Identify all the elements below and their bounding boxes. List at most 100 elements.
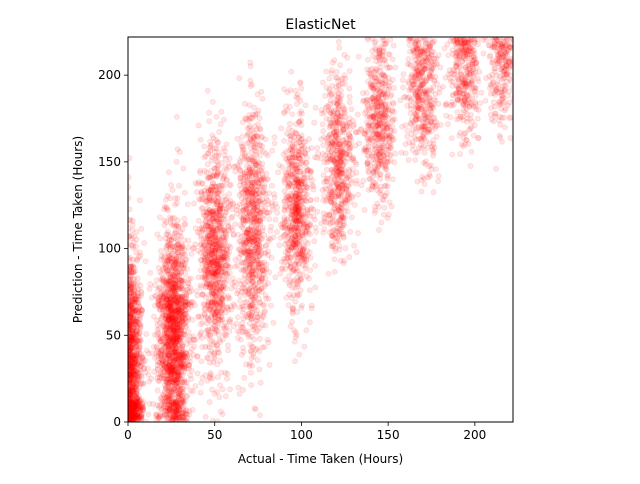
data-point bbox=[130, 400, 137, 407]
data-point bbox=[129, 263, 136, 270]
data-point bbox=[128, 333, 134, 340]
data-point bbox=[296, 351, 303, 358]
data-point bbox=[168, 181, 175, 188]
data-point bbox=[128, 372, 133, 379]
data-point bbox=[128, 372, 132, 379]
data-point bbox=[132, 307, 139, 314]
data-point bbox=[285, 173, 292, 180]
data-point bbox=[128, 360, 133, 367]
data-point bbox=[264, 176, 271, 183]
data-point bbox=[221, 193, 228, 200]
data-point bbox=[266, 190, 273, 197]
data-point bbox=[299, 246, 306, 253]
data-point bbox=[256, 366, 263, 373]
data-point bbox=[129, 405, 136, 412]
data-point bbox=[128, 334, 134, 341]
data-point bbox=[128, 383, 134, 390]
data-point bbox=[276, 162, 283, 169]
data-point bbox=[136, 334, 143, 341]
data-point bbox=[212, 309, 219, 316]
data-point bbox=[267, 302, 274, 309]
data-point bbox=[218, 228, 225, 235]
data-point bbox=[128, 408, 133, 414]
data-point bbox=[183, 393, 190, 400]
data-point bbox=[154, 286, 161, 293]
data-point bbox=[264, 152, 271, 159]
data-point bbox=[281, 137, 288, 144]
data-point bbox=[129, 325, 136, 332]
data-point bbox=[128, 314, 133, 321]
data-point bbox=[201, 154, 208, 161]
data-point bbox=[304, 225, 311, 232]
data-point bbox=[298, 110, 305, 117]
data-point bbox=[128, 350, 133, 356]
data-point bbox=[187, 387, 194, 394]
data-point bbox=[257, 379, 264, 386]
data-point bbox=[154, 365, 161, 372]
data-point bbox=[248, 381, 255, 388]
data-point bbox=[205, 149, 212, 156]
data-point bbox=[129, 217, 136, 224]
data-point bbox=[129, 244, 136, 251]
data-point bbox=[238, 223, 245, 230]
data-point bbox=[130, 320, 137, 327]
data-point bbox=[262, 281, 269, 288]
data-point bbox=[133, 415, 140, 422]
data-point bbox=[178, 269, 185, 276]
data-point bbox=[129, 413, 136, 420]
data-point bbox=[199, 343, 206, 350]
data-point bbox=[285, 254, 292, 261]
data-point bbox=[128, 357, 133, 364]
data-point bbox=[272, 216, 279, 223]
data-point bbox=[291, 151, 298, 158]
data-point bbox=[128, 398, 134, 405]
data-point bbox=[296, 168, 303, 175]
data-point bbox=[128, 369, 135, 376]
data-point bbox=[128, 321, 132, 328]
data-point bbox=[132, 318, 139, 325]
data-point bbox=[145, 411, 152, 418]
data-point bbox=[130, 363, 137, 370]
data-point bbox=[128, 334, 134, 341]
data-point bbox=[252, 286, 259, 293]
data-point bbox=[209, 210, 216, 217]
data-point bbox=[128, 263, 135, 270]
data-point bbox=[213, 285, 220, 292]
data-point bbox=[133, 296, 140, 303]
data-point bbox=[271, 191, 278, 198]
data-point bbox=[169, 413, 176, 420]
data-point bbox=[156, 415, 163, 422]
data-point bbox=[261, 307, 268, 314]
data-point bbox=[266, 361, 273, 368]
data-point bbox=[139, 353, 146, 360]
data-point bbox=[154, 387, 161, 394]
data-point bbox=[130, 269, 137, 276]
data-point bbox=[130, 368, 137, 375]
data-point bbox=[133, 413, 140, 420]
data-point bbox=[265, 295, 272, 302]
data-point bbox=[132, 329, 139, 336]
data-point bbox=[130, 311, 137, 318]
data-point bbox=[197, 389, 204, 396]
data-point bbox=[128, 322, 132, 329]
data-point bbox=[264, 336, 271, 343]
data-point bbox=[228, 214, 235, 221]
data-point bbox=[131, 368, 138, 375]
data-point bbox=[131, 414, 138, 421]
data-point bbox=[128, 376, 133, 383]
data-point bbox=[142, 357, 149, 364]
data-point bbox=[249, 238, 256, 245]
data-point bbox=[173, 298, 180, 305]
data-point bbox=[133, 411, 140, 418]
data-point bbox=[129, 221, 136, 228]
data-point bbox=[178, 379, 185, 386]
data-point bbox=[157, 247, 164, 254]
data-point bbox=[137, 372, 144, 379]
data-point bbox=[235, 384, 242, 391]
data-point bbox=[214, 188, 221, 195]
data-point bbox=[225, 242, 232, 249]
data-point bbox=[280, 110, 287, 117]
data-point bbox=[128, 348, 132, 355]
data-point bbox=[128, 254, 134, 261]
scatter-points bbox=[128, 37, 513, 422]
